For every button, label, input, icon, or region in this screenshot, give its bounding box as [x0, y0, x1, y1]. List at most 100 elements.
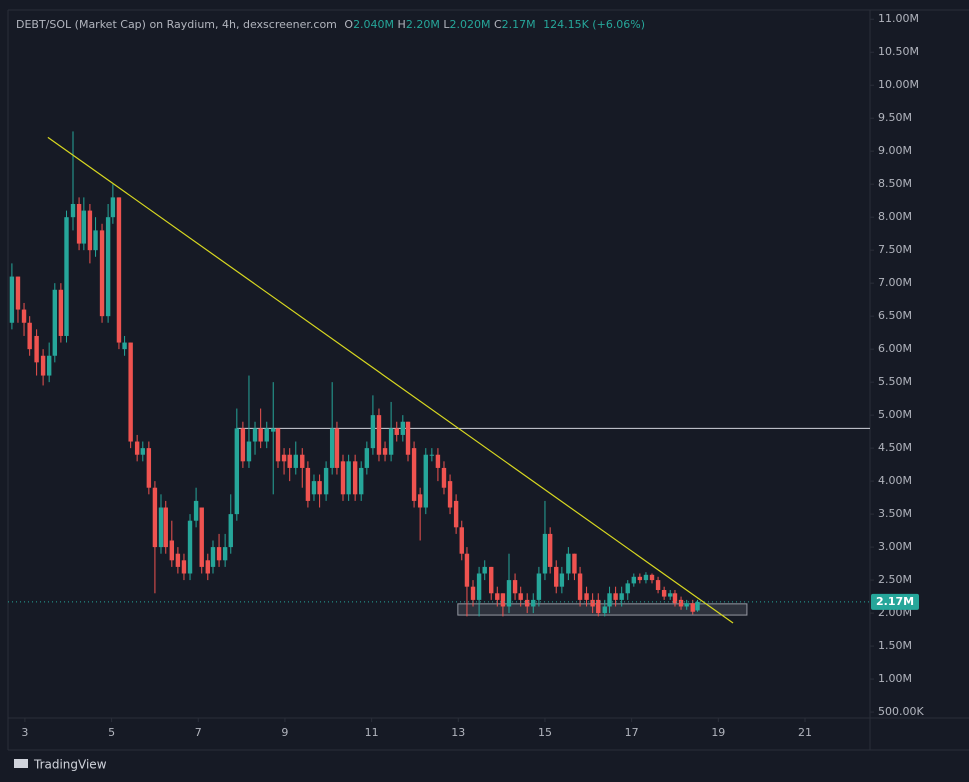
- candle-body: [15, 276, 21, 310]
- candle-body: [405, 421, 411, 455]
- ohlc-value: 2.040M: [353, 18, 394, 31]
- candle-body: [146, 448, 152, 488]
- candle-body: [275, 428, 281, 462]
- y-tick-label: 6.00M: [878, 342, 912, 355]
- candle-body: [619, 593, 624, 600]
- candle-body: [99, 230, 105, 317]
- x-tick-label: 11: [365, 726, 379, 739]
- candle-body: [93, 230, 98, 251]
- candle-body: [668, 593, 673, 597]
- candle-body: [34, 335, 39, 363]
- candle-body: [672, 593, 678, 604]
- candle-body: [163, 507, 168, 548]
- y-tick-label: 10.00M: [878, 78, 919, 91]
- candle-body: [305, 467, 311, 501]
- candle-body: [181, 560, 187, 574]
- y-tick-label: 3.00M: [878, 540, 912, 553]
- candle-body: [506, 580, 512, 607]
- candle-body: [81, 210, 87, 244]
- candle-body: [394, 428, 399, 435]
- candle-body: [572, 553, 577, 574]
- x-tick-label: 19: [711, 726, 725, 739]
- candle-body: [542, 533, 548, 574]
- candle-body: [382, 448, 388, 455]
- candle-body: [228, 514, 233, 548]
- candle-body: [199, 507, 204, 567]
- support-zone: [457, 603, 748, 616]
- legend-title: DEBT/SOL (Market Cap) on Raydium, 4h, de…: [16, 18, 337, 31]
- candle-body: [489, 566, 494, 594]
- candle-body: [695, 601, 700, 611]
- candle-body: [122, 342, 127, 350]
- candle-body: [87, 210, 93, 251]
- x-tick-label: 9: [281, 726, 288, 739]
- brand-logo: [14, 759, 28, 768]
- y-tick-label: 5.00M: [878, 408, 912, 421]
- candle-body: [76, 203, 82, 244]
- y-tick-label: 11.00M: [878, 12, 919, 25]
- x-tick-label: 5: [108, 726, 115, 739]
- candle-body: [464, 553, 470, 587]
- candle-body: [134, 441, 140, 455]
- candle-body: [613, 593, 618, 600]
- ohlc-key: L: [443, 18, 450, 31]
- candle-body: [216, 547, 222, 561]
- candle-body: [21, 309, 27, 323]
- y-tick-label: 8.00M: [878, 210, 912, 223]
- candle-body: [300, 454, 305, 468]
- candle-body: [40, 355, 46, 376]
- candle-body: [9, 276, 15, 323]
- candle-body: [152, 487, 158, 548]
- candle-body: [116, 197, 122, 343]
- y-tick-label: 3.50M: [878, 507, 912, 520]
- y-tick-label: 1.50M: [878, 639, 912, 652]
- candle-body: [158, 507, 164, 548]
- candle-body: [311, 481, 317, 495]
- candle-body: [536, 573, 542, 600]
- candle-body: [547, 533, 553, 567]
- candle-body: [128, 342, 133, 442]
- candle-body: [554, 566, 559, 587]
- candle-body: [435, 454, 441, 468]
- candle-body: [329, 428, 335, 468]
- candle-body: [52, 289, 58, 356]
- y-tick-label: 9.50M: [878, 111, 912, 124]
- candle-body: [252, 428, 258, 442]
- candle-body: [643, 574, 649, 581]
- candle-body: [240, 428, 246, 462]
- candle-body: [602, 606, 607, 614]
- candle-body: [531, 599, 536, 607]
- candle-body: [607, 593, 612, 607]
- candle-body: [625, 583, 630, 594]
- y-tick-label: 9.00M: [878, 144, 912, 157]
- ohlc-key: O: [344, 18, 353, 31]
- y-tick-label: 4.50M: [878, 441, 912, 454]
- candle-body: [193, 500, 199, 521]
- candle-body: [400, 421, 406, 435]
- candle-body: [577, 573, 583, 600]
- candle-body: [169, 540, 175, 561]
- candle-body: [459, 527, 464, 554]
- candle-body: [187, 520, 193, 574]
- candle-body: [271, 428, 276, 432]
- x-tick-label: 17: [625, 726, 639, 739]
- candle-body: [690, 603, 695, 612]
- y-tick-label: 7.00M: [878, 276, 912, 289]
- candle-body: [323, 467, 329, 495]
- candle-body: [411, 448, 417, 501]
- y-tick-label: 1.00M: [878, 672, 912, 685]
- candle-body: [352, 461, 358, 495]
- candle-body: [590, 599, 595, 607]
- trendline: [47, 136, 734, 624]
- x-tick-label: 7: [195, 726, 202, 739]
- ohlc-key: C: [494, 18, 502, 31]
- candle-body: [388, 428, 394, 455]
- candle-body: [258, 428, 263, 442]
- candle-body: [287, 454, 292, 468]
- candle-body: [661, 589, 667, 597]
- x-tick-label: 3: [21, 726, 28, 739]
- candle-body: [293, 454, 298, 468]
- change: 124.15K (+6.06%): [543, 18, 645, 31]
- ohlc-value: 2.17M: [502, 18, 536, 31]
